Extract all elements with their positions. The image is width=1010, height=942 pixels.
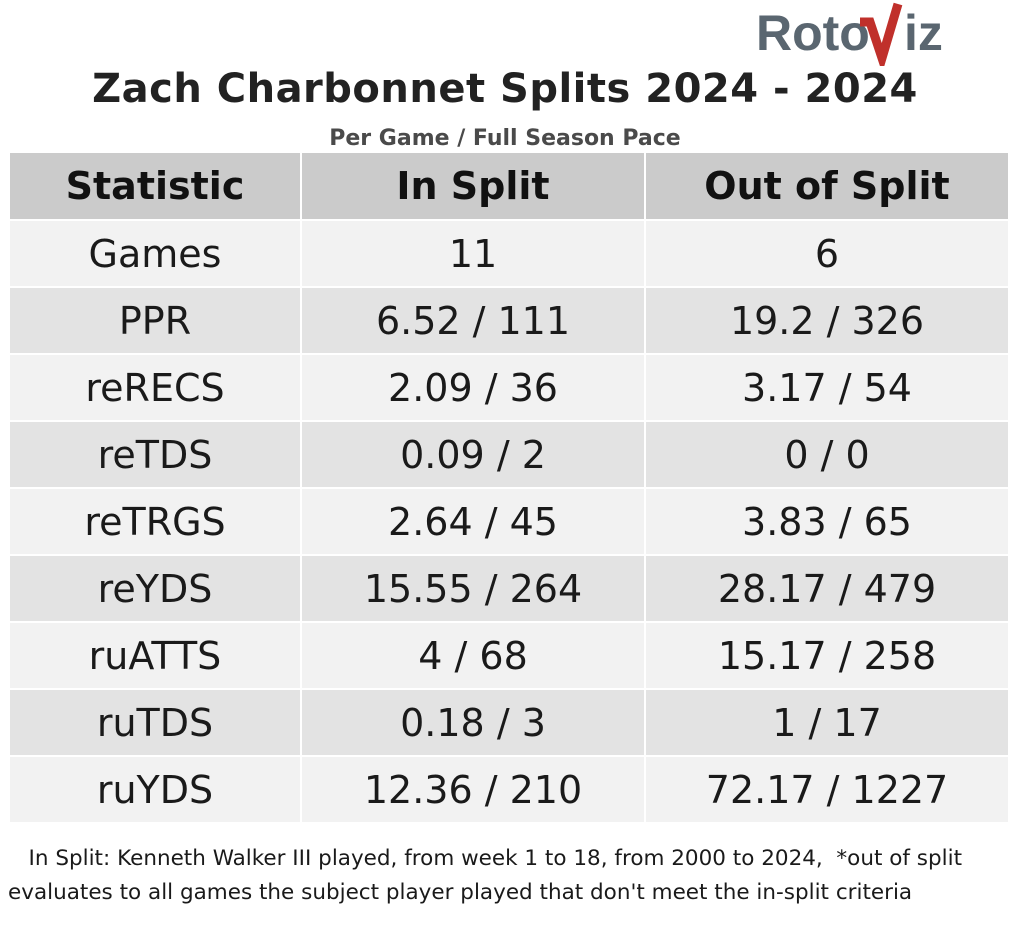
out-of-split-cell: 72.17 / 1227 [644,755,1010,824]
statistic-cell: ruTDS [8,688,302,757]
table-row: PPR 6.52 / 111 19.2 / 326 [8,286,1010,355]
footnote: In Split: Kenneth Walker III played, fro… [8,846,969,905]
in-split-cell: 12.36 / 210 [300,755,646,824]
in-split-cell: 2.09 / 36 [300,353,646,422]
column-header: In Split [300,151,646,221]
logo-text-roto: Roto [756,5,870,61]
statistic-cell: reTDS [8,420,302,489]
in-split-cell: 11 [300,219,646,288]
column-header: Out of Split [644,151,1010,221]
logo-text-iz: iz [904,5,943,61]
table-row: Games 11 6 [8,219,1010,288]
table-row: ruYDS 12.36 / 210 72.17 / 1227 [8,755,1010,824]
table-row: reRECS 2.09 / 36 3.17 / 54 [8,353,1010,422]
table-body: Games 11 6 PPR 6.52 / 111 19.2 / 326 reRECS 2.0… [8,219,1010,824]
table-header-row: Statistic In Split Out of Split [8,151,1010,221]
in-split-cell: 0.09 / 2 [300,420,646,489]
table-row: reYDS 15.55 / 264 28.17 / 479 [8,554,1010,623]
column-header: Statistic [8,151,302,221]
statistic-cell: reYDS [8,554,302,623]
statistic-cell: Games [8,219,302,288]
out-of-split-cell: 19.2 / 326 [644,286,1010,355]
out-of-split-cell: 28.17 / 479 [644,554,1010,623]
splits-table: Statistic In Split Out of Split Games 11 6 PP… [8,151,1010,824]
out-of-split-cell: 3.83 / 65 [644,487,1010,556]
rotoviz-logo: Roto iz [756,0,966,66]
statistic-cell: reRECS [8,353,302,422]
in-split-cell: 2.64 / 45 [300,487,646,556]
chart-subtitle: Per Game / Full Season Pace [329,126,681,151]
table-row: reTRGS 2.64 / 45 3.83 / 65 [8,487,1010,556]
in-split-cell: 4 / 68 [300,621,646,690]
in-split-cell: 15.55 / 264 [300,554,646,623]
statistic-cell: reTRGS [8,487,302,556]
table-row: ruATTS 4 / 68 15.17 / 258 [8,621,1010,690]
out-of-split-cell: 15.17 / 258 [644,621,1010,690]
out-of-split-cell: 6 [644,219,1010,288]
statistic-cell: ruATTS [8,621,302,690]
out-of-split-cell: 0 / 0 [644,420,1010,489]
statistic-cell: ruYDS [8,755,302,824]
statistic-cell: PPR [8,286,302,355]
in-split-cell: 6.52 / 111 [300,286,646,355]
logo-v-mark [860,2,903,66]
chart-title: Zach Charbonnet Splits 2024 - 2024 [92,66,918,112]
in-split-cell: 0.18 / 3 [300,688,646,757]
out-of-split-cell: 3.17 / 54 [644,353,1010,422]
out-of-split-cell: 1 / 17 [644,688,1010,757]
